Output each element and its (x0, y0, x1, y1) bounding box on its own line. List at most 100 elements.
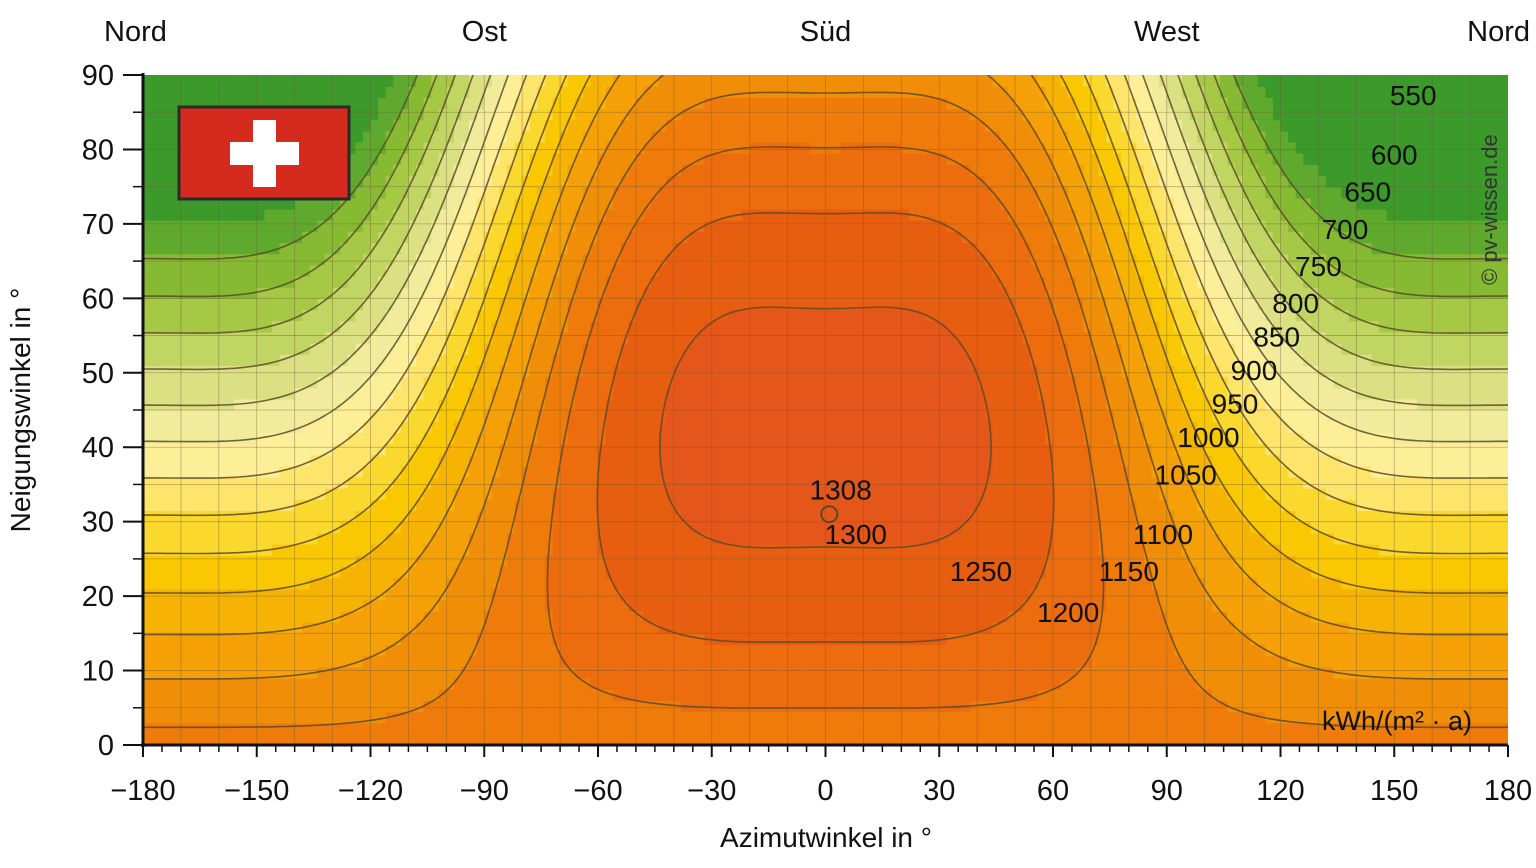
heatmap-cell (173, 700, 182, 713)
heatmap-cell (643, 488, 652, 500)
heatmap-cell (1068, 465, 1077, 478)
heatmap-cell (332, 532, 341, 545)
heatmap-cell (635, 454, 645, 467)
heatmap-cell (476, 599, 485, 612)
heatmap-cell (817, 477, 827, 489)
heatmap-cell (1204, 555, 1213, 567)
heatmap-cell (218, 666, 228, 679)
heatmap-cell (704, 722, 713, 735)
heatmap-cell (1417, 622, 1426, 634)
heatmap-cell (810, 465, 819, 478)
heatmap-cell (385, 733, 394, 745)
heatmap-cell (256, 633, 265, 646)
heatmap-cell (271, 722, 281, 735)
heatmap-cell (605, 689, 614, 701)
heatmap-cell (143, 678, 152, 690)
heatmap-cell (605, 711, 614, 724)
heatmap-cell (855, 611, 865, 623)
heatmap-cell (362, 655, 372, 668)
heatmap-cell (1265, 488, 1274, 500)
heatmap-cell (848, 711, 857, 724)
heatmap-cell (795, 488, 804, 500)
heatmap-cell (984, 532, 993, 545)
heatmap-cell (491, 577, 501, 590)
heatmap-cell (742, 644, 751, 657)
heatmap-cell (893, 689, 902, 701)
heatmap-cell (385, 633, 394, 646)
heatmap-cell (507, 622, 516, 634)
heatmap-cell (787, 655, 796, 668)
heatmap-cell (431, 689, 440, 701)
heatmap-cell (1310, 689, 1320, 701)
heatmap-cell (1257, 443, 1266, 456)
heatmap-cell (400, 477, 410, 489)
heatmap-cell (924, 499, 933, 512)
heatmap-cell (249, 555, 258, 567)
heatmap-cell (1454, 577, 1464, 590)
heatmap-cell (863, 700, 872, 713)
heatmap-cell (901, 622, 910, 634)
heatmap-cell (188, 700, 197, 713)
heatmap-cell (787, 454, 796, 467)
heatmap-cell (1492, 678, 1502, 690)
heatmap-cell (143, 465, 152, 478)
heatmap-cell (681, 633, 690, 646)
heatmap-cell (317, 532, 326, 545)
heatmap-cell (1348, 454, 1357, 467)
heatmap-cell (719, 633, 728, 646)
heatmap-cell (1166, 577, 1175, 590)
heatmap-cell (666, 510, 675, 523)
heatmap-cell (461, 544, 470, 556)
heatmap-cell (1083, 644, 1092, 657)
heatmap-cell (249, 544, 258, 556)
heatmap-cell (726, 510, 736, 523)
heatmap-cell (742, 544, 751, 556)
heatmap-cell (795, 443, 804, 456)
heatmap-cell (1106, 711, 1115, 724)
heatmap-cell (1371, 488, 1380, 500)
heatmap-cell (537, 678, 546, 690)
heatmap-cell (271, 611, 281, 623)
heatmap-cell (1227, 733, 1236, 745)
heatmap-cell (1272, 577, 1282, 590)
heatmap-cell (165, 521, 174, 534)
heatmap-cell (628, 700, 637, 713)
heatmap-cell (423, 499, 432, 512)
heatmap-cell (1030, 521, 1039, 534)
heatmap-cell (825, 599, 834, 612)
heatmap-cell (567, 544, 576, 556)
heatmap-cell (325, 577, 334, 590)
heatmap-cell (689, 711, 698, 724)
heatmap-cell (1181, 532, 1191, 545)
heatmap-cell (962, 633, 971, 646)
heatmap-cell (1197, 521, 1206, 534)
heatmap-cell (522, 566, 531, 579)
heatmap-cell (1075, 499, 1084, 512)
heatmap-cell (1053, 722, 1062, 735)
heatmap-cell (795, 432, 804, 445)
heatmap-cell (180, 633, 190, 646)
heatmap-cell (234, 566, 243, 579)
heatmap-cell (1242, 599, 1251, 612)
heatmap-cell (211, 700, 220, 713)
heatmap-cell (878, 711, 887, 724)
heatmap-cell (764, 633, 774, 646)
heatmap-cell (908, 566, 918, 579)
heatmap-cell (552, 488, 561, 500)
heatmap-cell (1265, 678, 1274, 690)
heatmap-cell (772, 722, 781, 735)
heatmap-cell (802, 499, 811, 512)
heatmap-cell (1318, 599, 1327, 612)
heatmap-cell (1348, 644, 1357, 657)
heatmap-cell (150, 644, 159, 657)
heatmap-cell (764, 488, 774, 500)
heatmap-cell (1022, 666, 1031, 679)
heatmap-cell (279, 488, 288, 500)
heatmap-cell (1394, 700, 1403, 713)
heatmap-cell (1341, 689, 1350, 701)
heatmap-cell (1424, 633, 1433, 646)
heatmap-cell (1166, 566, 1175, 579)
heatmap-cell (939, 488, 948, 500)
heatmap-cell (651, 454, 660, 467)
heatmap-cell (150, 588, 159, 601)
